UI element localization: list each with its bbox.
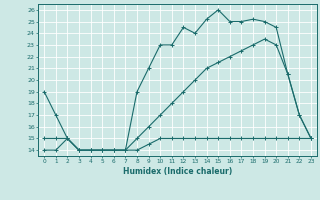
X-axis label: Humidex (Indice chaleur): Humidex (Indice chaleur) <box>123 167 232 176</box>
